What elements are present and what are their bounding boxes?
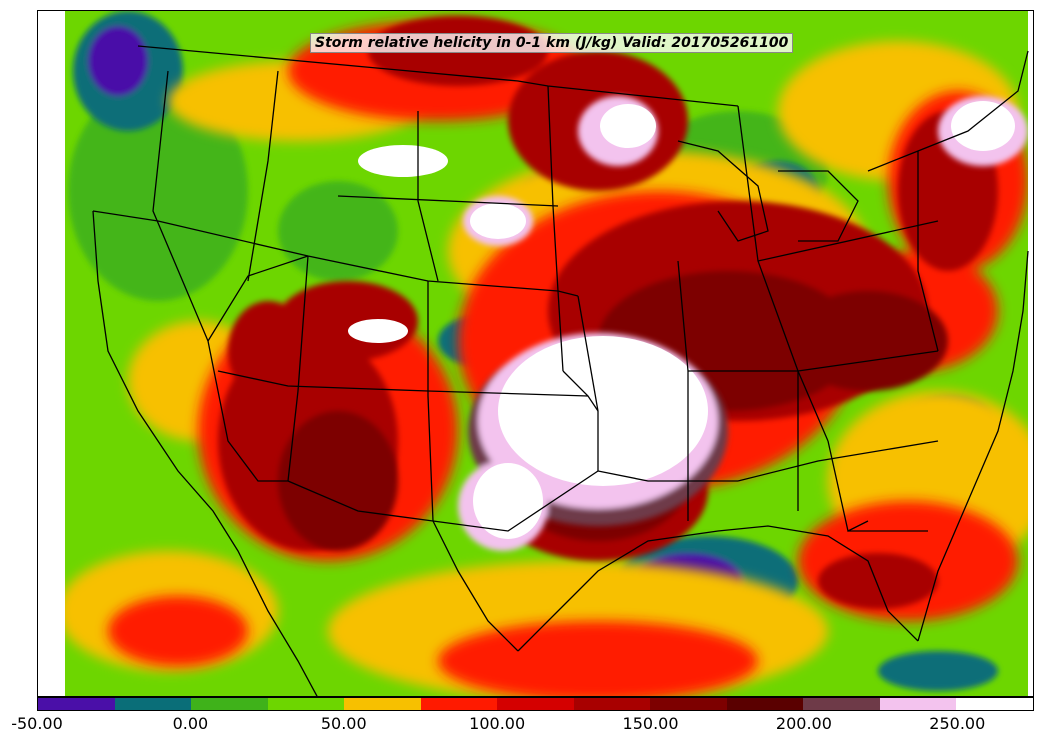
colorbar-tick-label: 50.00 (320, 714, 367, 733)
colorbar-segment (956, 698, 1033, 710)
helicity-field (65, 11, 1028, 696)
colorbar-segment (650, 698, 727, 710)
colorbar-tick-label: -50.00 (11, 714, 63, 733)
colorbar-tick-label: 100.00 (469, 714, 526, 733)
colorbar-ticks: -50.00 0.00 50.00 100.00 150.00 200.00 250.00 (11, 714, 1034, 738)
colorbar-segment (879, 698, 957, 710)
colorbar-segment (38, 698, 115, 710)
colorbar-tick-label: 200.00 (775, 714, 832, 733)
colorbar-segment (573, 698, 651, 710)
map-panel: Storm relative helicity in 0-1 km (J/kg)… (37, 10, 1034, 697)
map-title: Storm relative helicity in 0-1 km (J/kg)… (310, 33, 794, 53)
state-boundaries (92, 45, 939, 532)
helicity-map (38, 11, 1029, 696)
colorbar-segment (420, 698, 498, 710)
colorbar-segment (497, 698, 574, 710)
colorbar-segment (726, 698, 804, 710)
colorbar-segment (267, 698, 345, 710)
colorbar-tick-label: 250.00 (929, 714, 986, 733)
colorbar-segment (191, 698, 268, 710)
colorbar (37, 697, 1034, 711)
colorbar-tick-label: 0.00 (172, 714, 209, 733)
colorbar-segment (803, 698, 880, 710)
colorbar-tick-label: 150.00 (622, 714, 679, 733)
colorbar-segment (344, 698, 421, 710)
colorbar-segment (114, 698, 192, 710)
coastlines (92, 50, 1029, 696)
